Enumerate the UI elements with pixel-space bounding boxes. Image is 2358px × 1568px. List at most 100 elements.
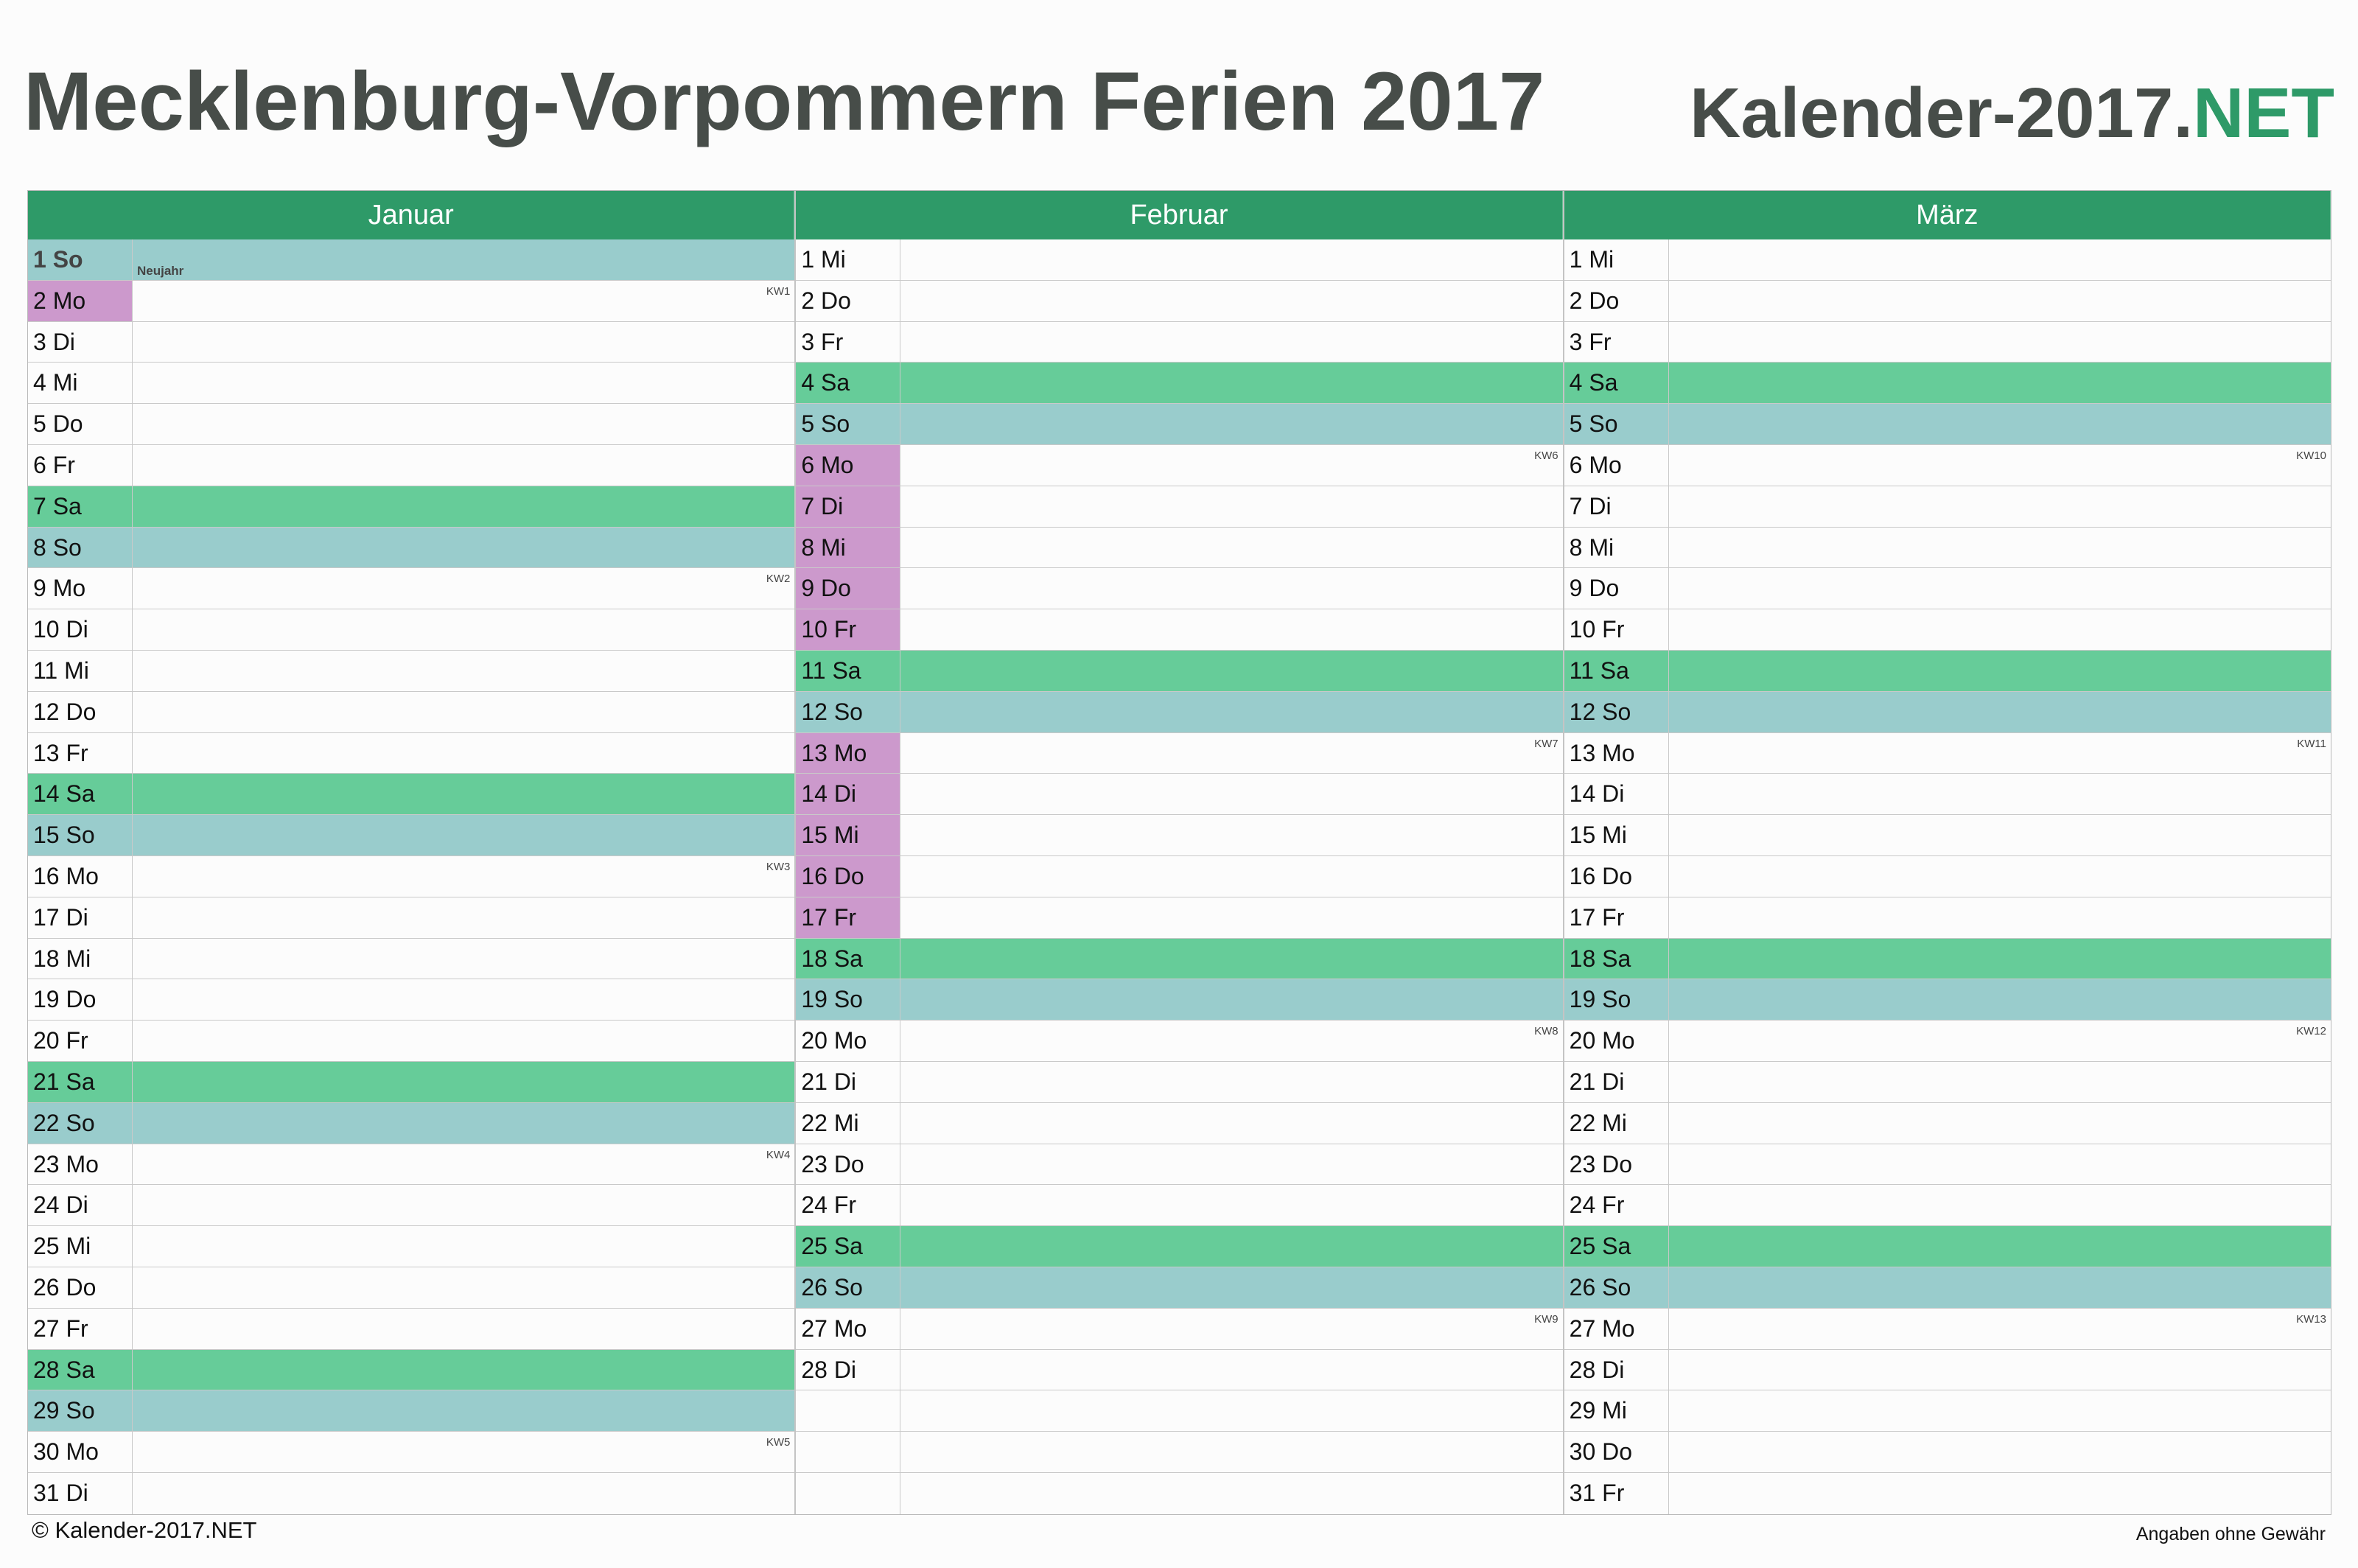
day-entry-cell <box>133 1062 794 1102</box>
day-entry-cell <box>133 609 794 650</box>
day-row: 12 So <box>1564 691 2331 733</box>
day-entry-cell <box>133 692 794 732</box>
day-label: 4 Mi <box>28 363 133 404</box>
day-entry-cell <box>133 733 794 774</box>
day-entry-cell <box>1669 1390 2331 1431</box>
week-number: KW4 <box>766 1148 791 1161</box>
day-row <box>796 1390 1563 1432</box>
day-row: 7 Di <box>1564 486 2331 528</box>
day-row: 25 Sa <box>1564 1226 2331 1267</box>
day-label: 19 So <box>796 979 901 1021</box>
day-label: 6 Mo <box>796 444 901 486</box>
day-label: 26 So <box>1564 1267 1669 1308</box>
day-label: 2 Do <box>796 280 901 321</box>
day-entry-cell <box>1669 774 2331 814</box>
day-entry-cell: Neujahr <box>133 239 794 280</box>
day-entry-cell <box>900 856 1562 897</box>
day-entry-cell: KW13 <box>1669 1309 2331 1349</box>
day-list: 1 Mi 2 Do 3 Fr 4 Sa 5 So 6 Mo KW6 7 Di 8 Mi 9 Do 1… <box>796 239 1563 1514</box>
day-row: 9 Mo KW2 <box>28 568 795 610</box>
day-row: 27 Mo KW9 <box>796 1308 1563 1350</box>
day-entry-cell <box>900 1226 1562 1267</box>
brand-logo: Kalender-2017.NET <box>1690 78 2334 149</box>
day-row: 10 Di <box>28 609 795 651</box>
day-row: 15 Mi <box>796 815 1563 856</box>
day-row: 22 So <box>28 1102 795 1144</box>
day-label: 22 Mi <box>1564 1102 1669 1144</box>
day-row: 29 Mi <box>1564 1390 2331 1432</box>
day-entry-cell <box>900 609 1562 650</box>
day-row: 24 Fr <box>796 1185 1563 1227</box>
day-entry-cell <box>1669 1062 2331 1102</box>
day-entry-cell <box>1669 856 2331 897</box>
day-entry-cell <box>900 363 1562 403</box>
day-entry-cell <box>900 1267 1562 1308</box>
day-row: 7 Sa <box>28 486 795 528</box>
day-entry-cell <box>1669 1103 2331 1144</box>
day-row: 3 Di <box>28 321 795 363</box>
day-label: 28 Sa <box>28 1349 133 1390</box>
day-label: 8 So <box>28 527 133 568</box>
week-number: KW1 <box>766 284 791 298</box>
day-label <box>796 1390 901 1432</box>
day-row: 16 Do <box>1564 855 2331 897</box>
day-entry-cell <box>1669 363 2331 403</box>
day-row: 27 Mo KW13 <box>1564 1308 2331 1350</box>
day-row: 3 Fr <box>796 321 1563 363</box>
day-row <box>796 1432 1563 1473</box>
day-entry-cell <box>133 1390 794 1431</box>
day-entry-cell <box>133 651 794 691</box>
day-entry-cell <box>900 939 1562 979</box>
day-entry-cell <box>900 651 1562 691</box>
day-label: 23 Do <box>796 1144 901 1185</box>
day-entry-cell <box>1669 815 2331 855</box>
day-label: 7 Di <box>1564 486 1669 527</box>
day-entry-cell <box>900 1062 1562 1102</box>
day-entry-cell <box>133 897 794 938</box>
day-entry-cell <box>133 774 794 814</box>
calendar-grid: Januar 1 So Neujahr 2 Mo KW1 3 Di 4 Mi 5 Do 6 Fr… <box>27 190 2331 1515</box>
day-row: 8 Mi <box>1564 527 2331 569</box>
day-label: 31 Fr <box>1564 1472 1669 1514</box>
day-label <box>796 1472 901 1514</box>
day-entry-cell: KW1 <box>133 281 794 321</box>
day-label: 8 Mi <box>796 527 901 568</box>
day-label: 18 Sa <box>796 938 901 979</box>
day-label: 21 Di <box>1564 1061 1669 1102</box>
day-row: 31 Di <box>28 1472 794 1514</box>
day-entry-cell: KW12 <box>1669 1021 2331 1061</box>
day-row: 10 Fr <box>1564 609 2331 651</box>
day-entry-cell <box>1669 1350 2331 1390</box>
day-row: 8 So <box>28 527 795 569</box>
day-entry-cell <box>1669 979 2331 1020</box>
day-row: 23 Do <box>1564 1144 2331 1186</box>
day-row: 19 So <box>796 979 1563 1021</box>
day-entry-cell <box>133 1021 794 1061</box>
day-label: 11 Mi <box>28 650 133 691</box>
day-row: 24 Fr <box>1564 1185 2331 1227</box>
day-entry-cell <box>900 1390 1562 1431</box>
day-row: 18 Mi <box>28 938 795 980</box>
day-row: 2 Do <box>796 280 1563 322</box>
day-label: 2 Do <box>1564 280 1669 321</box>
day-entry-cell <box>1669 939 2331 979</box>
day-entry-cell <box>900 1144 1562 1185</box>
day-row: 2 Mo KW1 <box>28 280 795 322</box>
day-label: 20 Mo <box>796 1021 901 1061</box>
day-label: 1 So <box>28 239 133 280</box>
day-row: 8 Mi <box>796 527 1563 569</box>
day-label: 7 Sa <box>28 486 133 527</box>
brand-main-text: Kalender-2017. <box>1689 74 2193 153</box>
day-entry-cell <box>900 404 1562 444</box>
day-row: 31 Fr <box>1564 1472 2331 1514</box>
day-entry-cell: KW9 <box>900 1309 1562 1349</box>
day-row: 26 Do <box>28 1267 795 1309</box>
day-entry-cell <box>1669 1185 2331 1225</box>
week-number: KW12 <box>2296 1025 2326 1038</box>
day-list: 1 So Neujahr 2 Mo KW1 3 Di 4 Mi 5 Do 6 Fr 7 Sa 8 … <box>28 239 795 1514</box>
day-label: 23 Do <box>1564 1144 1669 1185</box>
day-label: 12 So <box>1564 691 1669 732</box>
day-label: 23 Mo <box>28 1144 133 1185</box>
day-entry-cell: KW7 <box>900 733 1562 774</box>
day-row: 25 Mi <box>28 1226 795 1267</box>
